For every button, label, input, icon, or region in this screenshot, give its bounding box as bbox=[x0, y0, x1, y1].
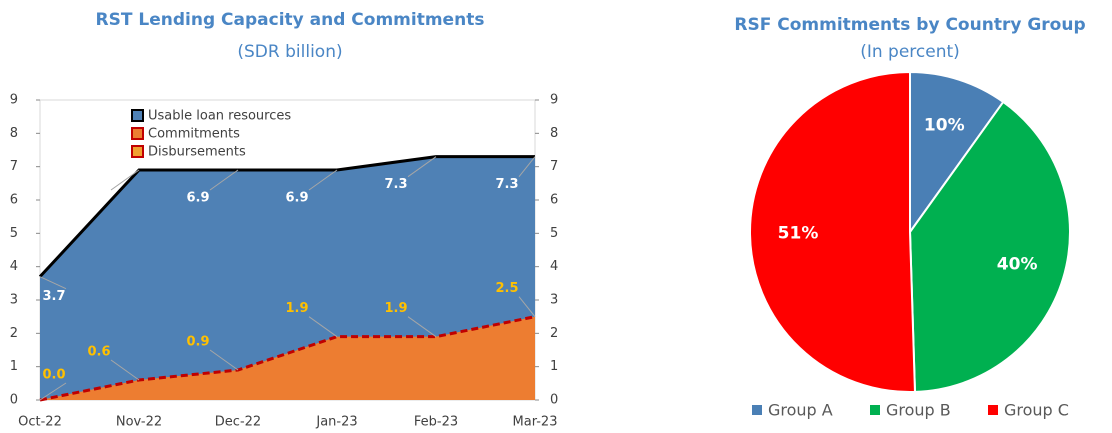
leader-line bbox=[209, 169, 239, 191]
x-tick-label: Nov-22 bbox=[116, 415, 162, 430]
data-label: 40% bbox=[997, 255, 1038, 275]
y2-tick-label: 3 bbox=[550, 293, 558, 308]
leader-line bbox=[518, 156, 536, 177]
y-tick-label: 7 bbox=[10, 159, 18, 174]
legend-label: Group C bbox=[1004, 401, 1069, 420]
legend-label: Usable loan resources bbox=[148, 109, 291, 124]
legend-label: Disbursements bbox=[148, 145, 246, 160]
legend-swatch bbox=[988, 405, 998, 415]
data-label: 1.9 bbox=[384, 301, 407, 316]
data-label: 6.9 bbox=[186, 191, 209, 206]
leader-line bbox=[110, 359, 140, 381]
leader-line bbox=[308, 169, 338, 191]
chart-title: RSF Commitments by Country Group bbox=[734, 15, 1085, 35]
data-label: 3.7 bbox=[42, 289, 65, 304]
legend-swatch bbox=[131, 109, 144, 122]
pie-slice bbox=[749, 70, 917, 393]
data-label: 1.9 bbox=[285, 301, 308, 316]
x-tick-label: Mar-23 bbox=[513, 415, 558, 430]
y2-tick-label: 8 bbox=[550, 126, 558, 141]
y-tick-label: 3 bbox=[10, 293, 18, 308]
data-label: 7.3 bbox=[384, 177, 407, 192]
leader-line bbox=[308, 316, 338, 338]
leader-line bbox=[407, 156, 437, 178]
y-tick-label: 5 bbox=[10, 226, 18, 241]
y-tick-label: 6 bbox=[10, 193, 18, 208]
y2-tick-label: 1 bbox=[550, 359, 558, 374]
y2-tick-label: 4 bbox=[550, 259, 558, 274]
y2-tick-label: 5 bbox=[550, 226, 558, 241]
data-label: 6.9 bbox=[87, 191, 110, 206]
y2-tick-label: 7 bbox=[550, 159, 558, 174]
y2-tick-label: 6 bbox=[550, 193, 558, 208]
legend-label: Group B bbox=[886, 401, 951, 420]
x-tick-label: Jan-23 bbox=[315, 415, 357, 430]
leader-line bbox=[518, 296, 536, 317]
chart-title: RST Lending Capacity and Commitments bbox=[96, 10, 485, 30]
y2-tick-label: 9 bbox=[550, 93, 558, 108]
leader-line bbox=[209, 349, 239, 371]
data-label: 0.9 bbox=[186, 335, 209, 350]
data-label: 10% bbox=[924, 115, 965, 135]
legend-swatch bbox=[131, 127, 144, 140]
leader-line bbox=[39, 276, 67, 290]
y2-tick-label: 2 bbox=[550, 326, 558, 341]
pie-slice bbox=[908, 100, 1071, 393]
leader-line bbox=[407, 316, 437, 338]
legend-swatch bbox=[752, 405, 762, 415]
y2-tick-label: 0 bbox=[550, 393, 558, 408]
y-tick-label: 0 bbox=[10, 393, 18, 408]
y-tick-label: 1 bbox=[10, 359, 18, 374]
chart-subtitle: (In percent) bbox=[860, 42, 960, 62]
x-tick-label: Oct-22 bbox=[18, 415, 62, 430]
x-tick-label: Feb-23 bbox=[414, 415, 458, 430]
legend-label: Group A bbox=[768, 401, 833, 420]
data-label: 7.3 bbox=[495, 177, 518, 192]
y-tick-label: 4 bbox=[10, 259, 18, 274]
legend-swatch bbox=[870, 405, 880, 415]
data-label: 2.5 bbox=[495, 281, 518, 296]
leader-line bbox=[110, 169, 140, 191]
area-line bbox=[38, 155, 535, 278]
x-tick-label: Dec-22 bbox=[215, 415, 261, 430]
legend-label: Commitments bbox=[148, 127, 240, 142]
leader-line bbox=[39, 382, 67, 401]
data-label: 0.0 bbox=[42, 368, 65, 383]
chart-subtitle: (SDR billion) bbox=[237, 42, 342, 62]
area-line bbox=[39, 315, 536, 402]
data-label: 0.6 bbox=[87, 345, 110, 360]
data-label: 6.9 bbox=[285, 191, 308, 206]
data-label: 51% bbox=[778, 224, 819, 244]
pie-slice bbox=[909, 70, 1005, 236]
y-tick-label: 2 bbox=[10, 326, 18, 341]
legend-swatch bbox=[131, 145, 144, 158]
y-tick-label: 9 bbox=[10, 93, 18, 108]
y-tick-label: 8 bbox=[10, 126, 18, 141]
